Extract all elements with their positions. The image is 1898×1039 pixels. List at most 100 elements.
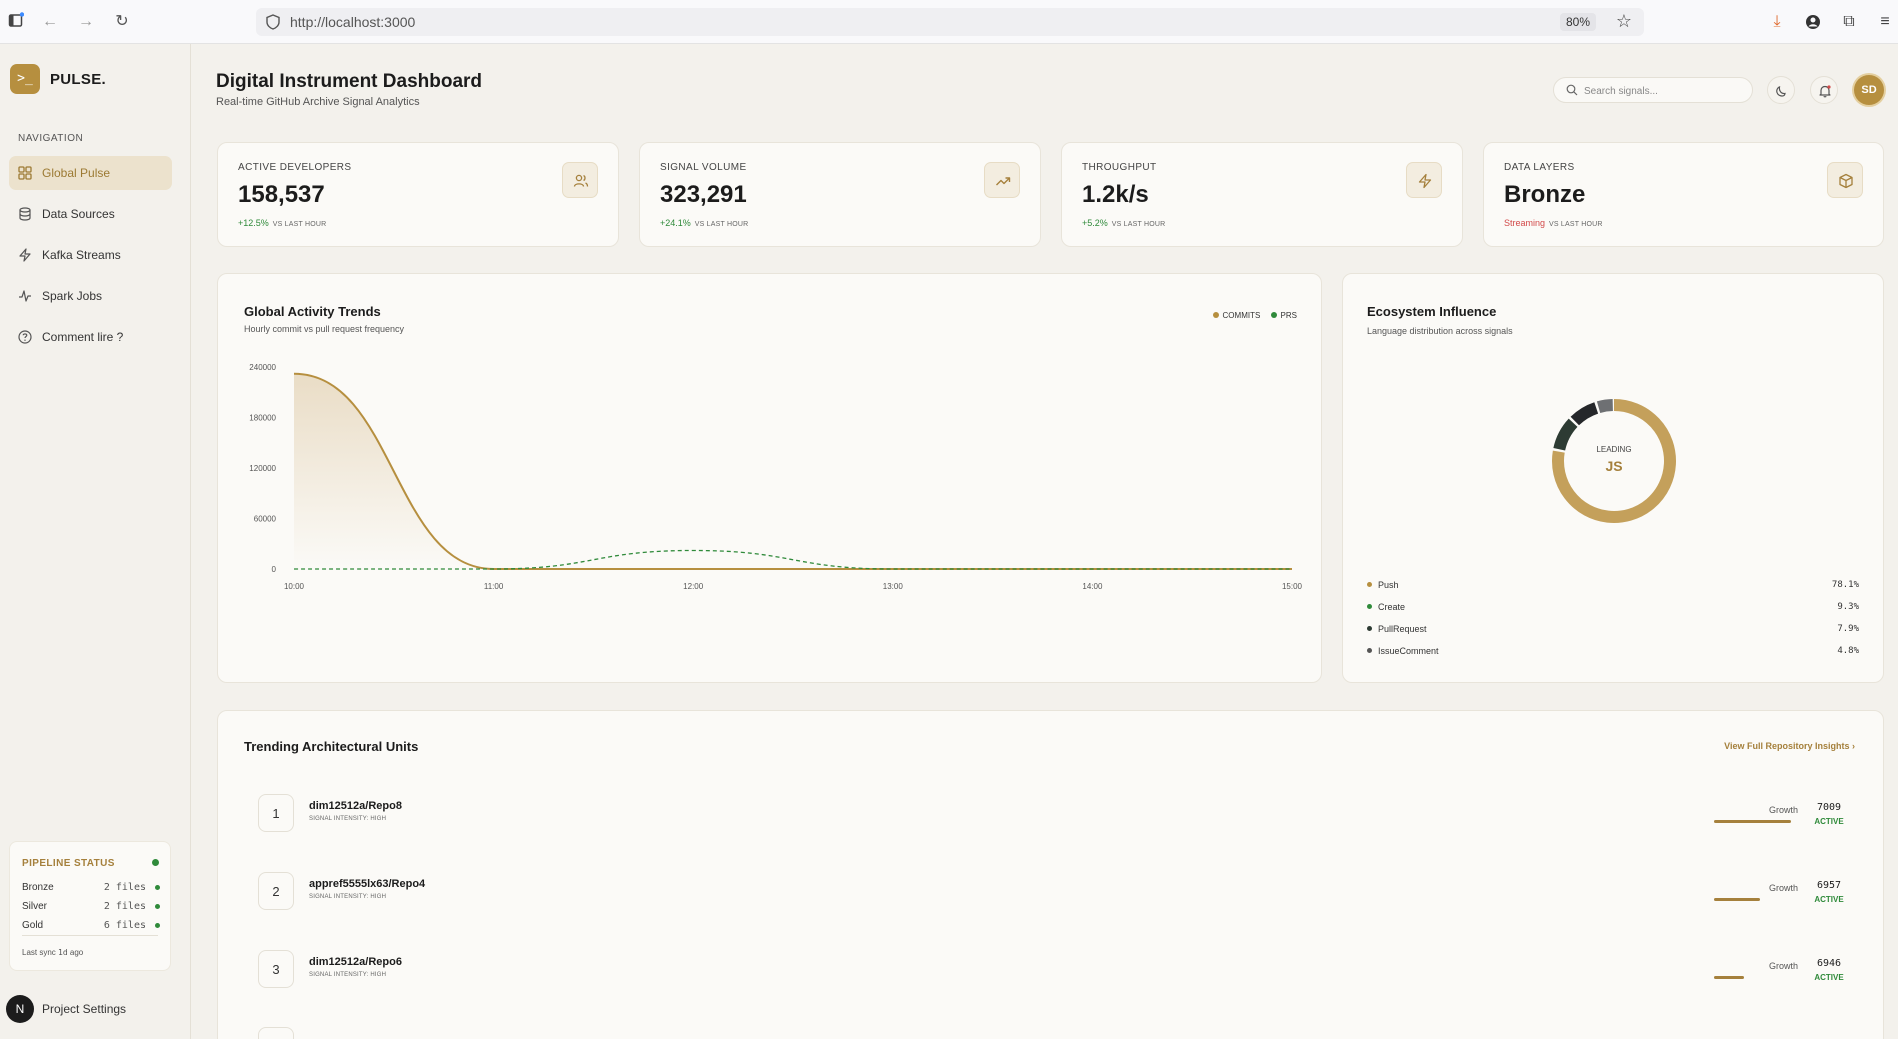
- search-input[interactable]: [1584, 82, 1744, 100]
- x-tick-label: 14:00: [1082, 582, 1103, 591]
- search-box[interactable]: [1553, 77, 1753, 103]
- reload-icon[interactable]: ↻: [115, 13, 129, 30]
- pipeline-row-bronze: Bronze 2 files: [22, 882, 160, 893]
- back-icon[interactable]: ←: [42, 13, 58, 30]
- stat-delta-caption: VS LAST HOUR: [272, 221, 327, 228]
- donut-center-label: LEADING: [1596, 445, 1632, 454]
- status-dot: [155, 885, 160, 890]
- stat-value: Bronze: [1504, 181, 1586, 208]
- extensions-icon[interactable]: ⧉: [1843, 13, 1855, 30]
- pipeline-file-count: 2 files: [103, 901, 146, 912]
- pipeline-row-gold: Gold 6 files: [22, 920, 160, 931]
- framework-avatar[interactable]: N: [6, 995, 34, 1023]
- table-row[interactable]: 2 appref5555lx63/Repo4 SIGNAL INTENSITY:…: [258, 868, 1892, 912]
- series-line-commits: [293, 372, 1292, 570]
- activity-title: Global Activity Trends: [244, 304, 381, 319]
- legend-label: PullRequest: [1378, 624, 1427, 634]
- donut-slice-pullrequest: [1570, 402, 1599, 426]
- project-settings-link[interactable]: Project Settings: [42, 1002, 127, 1016]
- stat-card-throughput: THROUGHPUT 1.2k/s +5.2% VS LAST HOUR: [1061, 142, 1463, 247]
- shield-icon: [266, 14, 280, 30]
- legend-item-prs[interactable]: PRS: [1270, 311, 1297, 320]
- pipeline-row-silver: Silver 2 files: [22, 901, 160, 912]
- donut-slice-push: [1552, 399, 1676, 523]
- forward-icon[interactable]: →: [78, 13, 94, 30]
- view-full-insights-link[interactable]: View Full Repository Insights ›: [1724, 741, 1855, 751]
- grid-icon: [18, 166, 32, 180]
- repo-name[interactable]: appref5555lx63/Repo4: [309, 878, 426, 890]
- legend-percent: 9.3%: [1837, 602, 1859, 612]
- stat-icon-box: [984, 162, 1020, 198]
- account-icon[interactable]: [1802, 11, 1824, 33]
- user-avatar[interactable]: SD: [1854, 75, 1884, 105]
- y-tick-label: 60000: [254, 515, 277, 524]
- rank-badge-partial: [258, 1027, 294, 1039]
- repo-name[interactable]: dim12512a/Repo6: [309, 956, 402, 968]
- legend-item-commits[interactable]: COMMITS: [1212, 311, 1260, 320]
- rank-badge: 1: [258, 794, 294, 832]
- stat-delta-value: +5.2%: [1082, 218, 1108, 228]
- y-tick-label: 120000: [249, 464, 276, 473]
- rank-badge: 2: [258, 872, 294, 910]
- trending-title: Trending Architectural Units: [244, 739, 419, 754]
- browser-toolbar: ← → ↻ http://localhost:3000 80% ☆ ⤓ ⧉ ≡: [0, 0, 1898, 44]
- stat-value: 1.2k/s: [1082, 181, 1149, 208]
- growth-bar-fill: [1714, 820, 1792, 823]
- notifications-button[interactable]: [1810, 76, 1838, 104]
- stat-delta-caption: VS LAST HOUR: [694, 221, 749, 228]
- status-dot: [155, 923, 160, 928]
- database-icon: [19, 207, 31, 221]
- sidebar-item-global-pulse[interactable]: Global Pulse: [9, 156, 172, 190]
- activity-icon: [19, 290, 31, 302]
- download-icon[interactable]: ⤓: [1773, 13, 1781, 30]
- ecosystem-subtitle: Language distribution across signals: [1367, 326, 1513, 336]
- stat-label: DATA LAYERS: [1504, 162, 1575, 173]
- trending-up-icon: [996, 177, 1011, 186]
- ecosystem-card: Ecosystem Influence Language distributio…: [1342, 273, 1884, 683]
- stat-card-data-layers: DATA LAYERS Bronze Streaming VS LAST HOUR: [1483, 142, 1884, 247]
- stat-label: THROUGHPUT: [1082, 162, 1157, 173]
- pipeline-layer-name: Silver: [22, 901, 48, 912]
- help-circle-icon: [18, 330, 32, 344]
- sidebar-item-data-sources[interactable]: Data Sources: [9, 197, 172, 231]
- pipeline-layer-name: Gold: [22, 920, 44, 931]
- url-text[interactable]: http://localhost:3000: [290, 14, 416, 30]
- pipeline-layer-name: Bronze: [22, 882, 54, 893]
- activity-chart-card: Global Activity Trends Hourly commit vs …: [217, 273, 1322, 683]
- growth-label: Growth: [1768, 805, 1798, 815]
- stat-delta-value: +12.5%: [238, 218, 269, 228]
- chart-legend: COMMITS PRS: [1205, 311, 1297, 320]
- theme-toggle-button[interactable]: [1767, 76, 1795, 104]
- repo-meta: SIGNAL INTENSITY: HIGH: [309, 894, 387, 900]
- activity-subtitle: Hourly commit vs pull request frequency: [244, 324, 405, 334]
- bookmark-star-icon[interactable]: ☆: [1615, 11, 1632, 31]
- repo-state: ACTIVE: [1814, 895, 1844, 904]
- repo-name[interactable]: dim12512a/Repo8: [309, 800, 402, 812]
- brand-name: PULSE.: [50, 71, 106, 88]
- sidebar-item-kafka-streams[interactable]: Kafka Streams: [9, 238, 172, 272]
- stat-label: ACTIVE DEVELOPERS: [238, 162, 352, 173]
- sidebar-item-spark-jobs[interactable]: Spark Jobs: [9, 279, 172, 313]
- x-tick-label: 12:00: [683, 582, 704, 591]
- table-row[interactable]: 3 dim12512a/Repo6 SIGNAL INTENSITY: HIGH…: [258, 946, 1892, 990]
- nav-heading: NAVIGATION: [18, 133, 84, 144]
- address-bar[interactable]: http://localhost:3000 80% ☆: [256, 8, 1644, 36]
- search-icon: [1566, 84, 1578, 96]
- menu-icon[interactable]: ≡: [1880, 13, 1890, 30]
- donut-slice-issuecomment: [1596, 399, 1614, 413]
- growth-label: Growth: [1768, 883, 1798, 893]
- stat-card-signal-volume: SIGNAL VOLUME 323,291 +24.1% VS LAST HOUR: [639, 142, 1041, 247]
- legend-percent: 7.9%: [1837, 624, 1859, 634]
- sidebar-toggle-icon[interactable]: [6, 12, 26, 32]
- stat-value: 158,537: [238, 181, 325, 208]
- last-sync: Last sync 1d ago: [22, 948, 83, 957]
- y-tick-label: 180000: [249, 414, 276, 423]
- sidebar-item-comment-lire[interactable]: Comment lire ?: [9, 320, 172, 354]
- growth-label: Growth: [1768, 961, 1798, 971]
- growth-bar: [1714, 898, 1798, 901]
- table-row[interactable]: 1 dim12512a/Repo8 SIGNAL INTENSITY: HIGH…: [258, 790, 1892, 834]
- stat-delta: +5.2% VS LAST HOUR: [1082, 218, 1165, 228]
- zoom-level[interactable]: 80%: [1559, 13, 1596, 31]
- donut-slice-create: [1553, 418, 1578, 451]
- sidebar-item-label: Kafka Streams: [42, 248, 121, 262]
